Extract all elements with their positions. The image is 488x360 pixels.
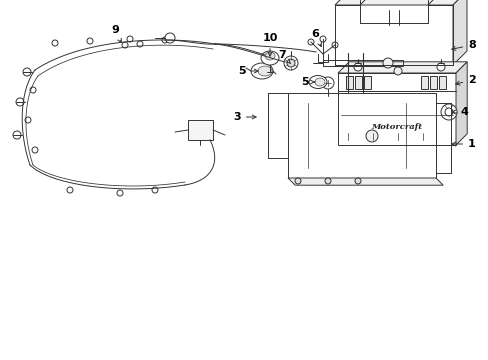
Text: 5: 5 (238, 66, 258, 76)
Bar (354, 76, 361, 89)
Circle shape (16, 98, 24, 106)
Ellipse shape (261, 51, 279, 65)
Circle shape (307, 39, 313, 45)
Text: 7: 7 (278, 50, 290, 64)
Ellipse shape (308, 76, 326, 89)
Circle shape (444, 108, 452, 116)
Text: 6: 6 (310, 29, 321, 46)
Ellipse shape (250, 63, 272, 79)
Text: 2: 2 (455, 75, 475, 85)
Circle shape (325, 178, 330, 184)
Circle shape (117, 190, 123, 196)
Circle shape (127, 36, 133, 42)
Circle shape (164, 33, 175, 43)
Circle shape (30, 87, 36, 93)
Circle shape (440, 104, 456, 120)
Circle shape (354, 178, 360, 184)
Circle shape (382, 58, 392, 68)
Circle shape (286, 59, 294, 67)
Bar (323, 60, 402, 66)
Ellipse shape (314, 78, 325, 86)
Circle shape (365, 130, 377, 142)
Circle shape (67, 187, 73, 193)
Text: 9: 9 (111, 25, 121, 42)
Circle shape (25, 117, 31, 123)
Ellipse shape (264, 52, 274, 60)
Circle shape (87, 38, 93, 44)
Circle shape (13, 131, 21, 139)
Circle shape (284, 56, 297, 70)
Polygon shape (452, 0, 466, 65)
Bar (187, 120, 213, 140)
Circle shape (162, 37, 168, 43)
Text: 4: 4 (451, 107, 467, 117)
Bar (438, 76, 445, 89)
Bar (429, 76, 436, 89)
Circle shape (52, 40, 58, 46)
Polygon shape (334, 0, 466, 5)
Ellipse shape (258, 66, 271, 76)
Bar (346, 76, 352, 89)
Circle shape (321, 77, 333, 89)
Polygon shape (287, 178, 442, 185)
Text: 1: 1 (451, 139, 475, 149)
Text: 5: 5 (301, 77, 314, 87)
Bar (287, 93, 435, 178)
Text: 10: 10 (262, 33, 277, 56)
Circle shape (393, 67, 401, 75)
Bar (420, 76, 427, 89)
Circle shape (122, 42, 128, 48)
Bar (337, 73, 455, 145)
Circle shape (436, 63, 444, 71)
Text: 3: 3 (233, 112, 256, 122)
Bar (363, 76, 370, 89)
Polygon shape (455, 62, 466, 145)
Circle shape (319, 36, 325, 42)
Circle shape (152, 187, 158, 193)
Text: Motorcraft: Motorcraft (371, 123, 422, 131)
Polygon shape (337, 62, 466, 73)
Circle shape (331, 42, 337, 48)
Circle shape (294, 178, 301, 184)
Circle shape (353, 63, 361, 71)
Circle shape (23, 68, 31, 76)
Circle shape (137, 41, 142, 47)
Text: 8: 8 (451, 40, 475, 50)
Circle shape (32, 147, 38, 153)
